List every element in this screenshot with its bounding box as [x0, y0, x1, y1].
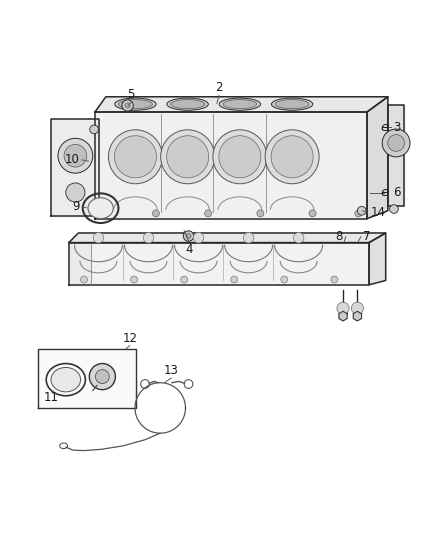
Text: 14: 14	[371, 206, 385, 219]
Polygon shape	[51, 118, 99, 216]
Circle shape	[357, 206, 366, 215]
Circle shape	[382, 129, 410, 157]
Ellipse shape	[219, 98, 261, 110]
Polygon shape	[95, 112, 367, 219]
Text: 3: 3	[393, 121, 400, 134]
Circle shape	[193, 232, 204, 243]
Circle shape	[109, 130, 162, 184]
Circle shape	[219, 136, 261, 178]
Polygon shape	[367, 97, 388, 219]
Circle shape	[152, 210, 159, 217]
Polygon shape	[69, 233, 386, 243]
Text: 10: 10	[65, 154, 80, 166]
Polygon shape	[388, 104, 404, 206]
Circle shape	[257, 210, 264, 217]
Circle shape	[244, 232, 254, 243]
Polygon shape	[69, 243, 369, 285]
Circle shape	[390, 205, 398, 213]
Circle shape	[125, 103, 130, 108]
Ellipse shape	[167, 98, 208, 110]
Ellipse shape	[171, 100, 205, 109]
Ellipse shape	[51, 367, 81, 392]
Circle shape	[90, 125, 99, 134]
Ellipse shape	[88, 198, 113, 219]
Circle shape	[122, 100, 133, 111]
Circle shape	[64, 144, 87, 167]
Circle shape	[161, 130, 215, 184]
Circle shape	[184, 231, 194, 241]
Circle shape	[351, 302, 364, 314]
Text: e: e	[380, 186, 388, 199]
Circle shape	[355, 210, 362, 217]
Circle shape	[131, 276, 138, 283]
Polygon shape	[95, 97, 388, 112]
Text: 8: 8	[336, 230, 343, 244]
Text: e: e	[380, 121, 388, 134]
Polygon shape	[39, 349, 136, 408]
Text: 7: 7	[364, 230, 371, 244]
Text: 5: 5	[127, 88, 135, 101]
Polygon shape	[353, 311, 361, 321]
Circle shape	[66, 183, 85, 202]
Circle shape	[114, 136, 156, 178]
Circle shape	[213, 130, 267, 184]
Polygon shape	[339, 311, 347, 321]
Text: 4: 4	[186, 243, 193, 255]
Ellipse shape	[119, 100, 152, 109]
Circle shape	[265, 130, 319, 184]
Ellipse shape	[275, 100, 309, 109]
Text: 6: 6	[393, 186, 401, 199]
Circle shape	[205, 210, 212, 217]
Ellipse shape	[272, 98, 313, 110]
Circle shape	[231, 276, 238, 283]
Circle shape	[166, 136, 209, 178]
Circle shape	[89, 364, 116, 390]
Circle shape	[309, 210, 316, 217]
Text: 9: 9	[72, 200, 80, 213]
Text: 13: 13	[164, 364, 179, 377]
Circle shape	[81, 276, 88, 283]
Circle shape	[143, 232, 154, 243]
Polygon shape	[69, 243, 91, 285]
Circle shape	[95, 370, 110, 384]
Circle shape	[181, 276, 187, 283]
Circle shape	[293, 232, 304, 243]
Circle shape	[93, 232, 104, 243]
Circle shape	[100, 210, 107, 217]
Text: 2: 2	[215, 80, 223, 94]
Ellipse shape	[115, 98, 156, 110]
Circle shape	[388, 135, 404, 151]
Text: 12: 12	[122, 332, 137, 345]
Circle shape	[337, 302, 349, 314]
Ellipse shape	[223, 100, 257, 109]
Circle shape	[331, 276, 338, 283]
Text: 11: 11	[44, 391, 59, 405]
Circle shape	[58, 139, 93, 173]
Circle shape	[271, 136, 313, 178]
Polygon shape	[369, 233, 386, 285]
Circle shape	[186, 233, 191, 239]
Circle shape	[281, 276, 288, 283]
